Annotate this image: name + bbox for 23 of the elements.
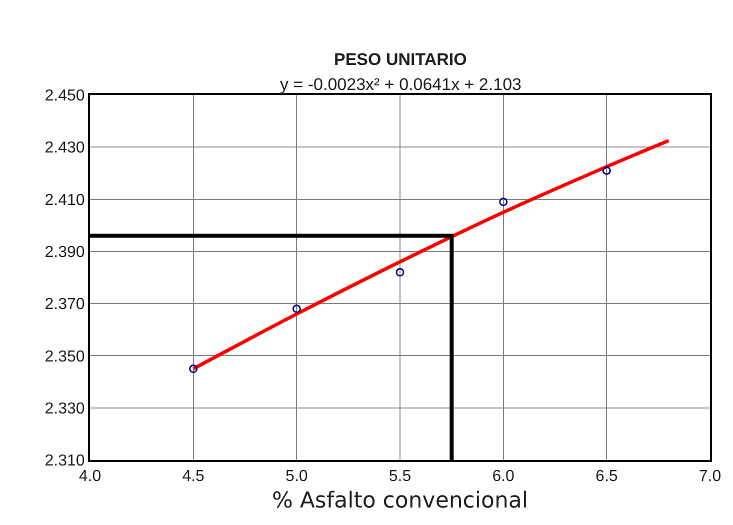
x-tick-label: 5.5 [388,468,412,486]
x-tick-label: 7.0 [698,468,722,486]
y-tick-label: 2.330 [44,400,85,418]
x-tick-label: 4.0 [78,468,102,486]
y-tick-label: 2.410 [44,192,85,209]
x-tick-label: 6.0 [492,468,515,486]
y-tick-label: 2.430 [44,140,85,157]
y-tick-label: 2.450 [44,88,85,105]
x-tick-label: 6.5 [596,468,618,486]
point [396,268,404,277]
point [499,198,508,206]
y-tick-label: 2.390 [44,244,85,262]
chart-subtitle: y = -0.0023x² + 0.0641x + 2.103 [280,75,522,94]
x-tick-label: 5.0 [286,468,308,486]
point [189,364,198,373]
y-tick-label: 2.350 [44,348,85,366]
x-axis-title: % Asfalto convencional [272,488,528,514]
point [292,304,301,314]
point [602,166,611,175]
y-tick-label: 2.310 [44,452,85,470]
chart-title: PESO UNITARIO [334,50,467,69]
x-tick-label: 4.5 [182,468,205,486]
y-tick-label: 2.370 [44,296,85,314]
